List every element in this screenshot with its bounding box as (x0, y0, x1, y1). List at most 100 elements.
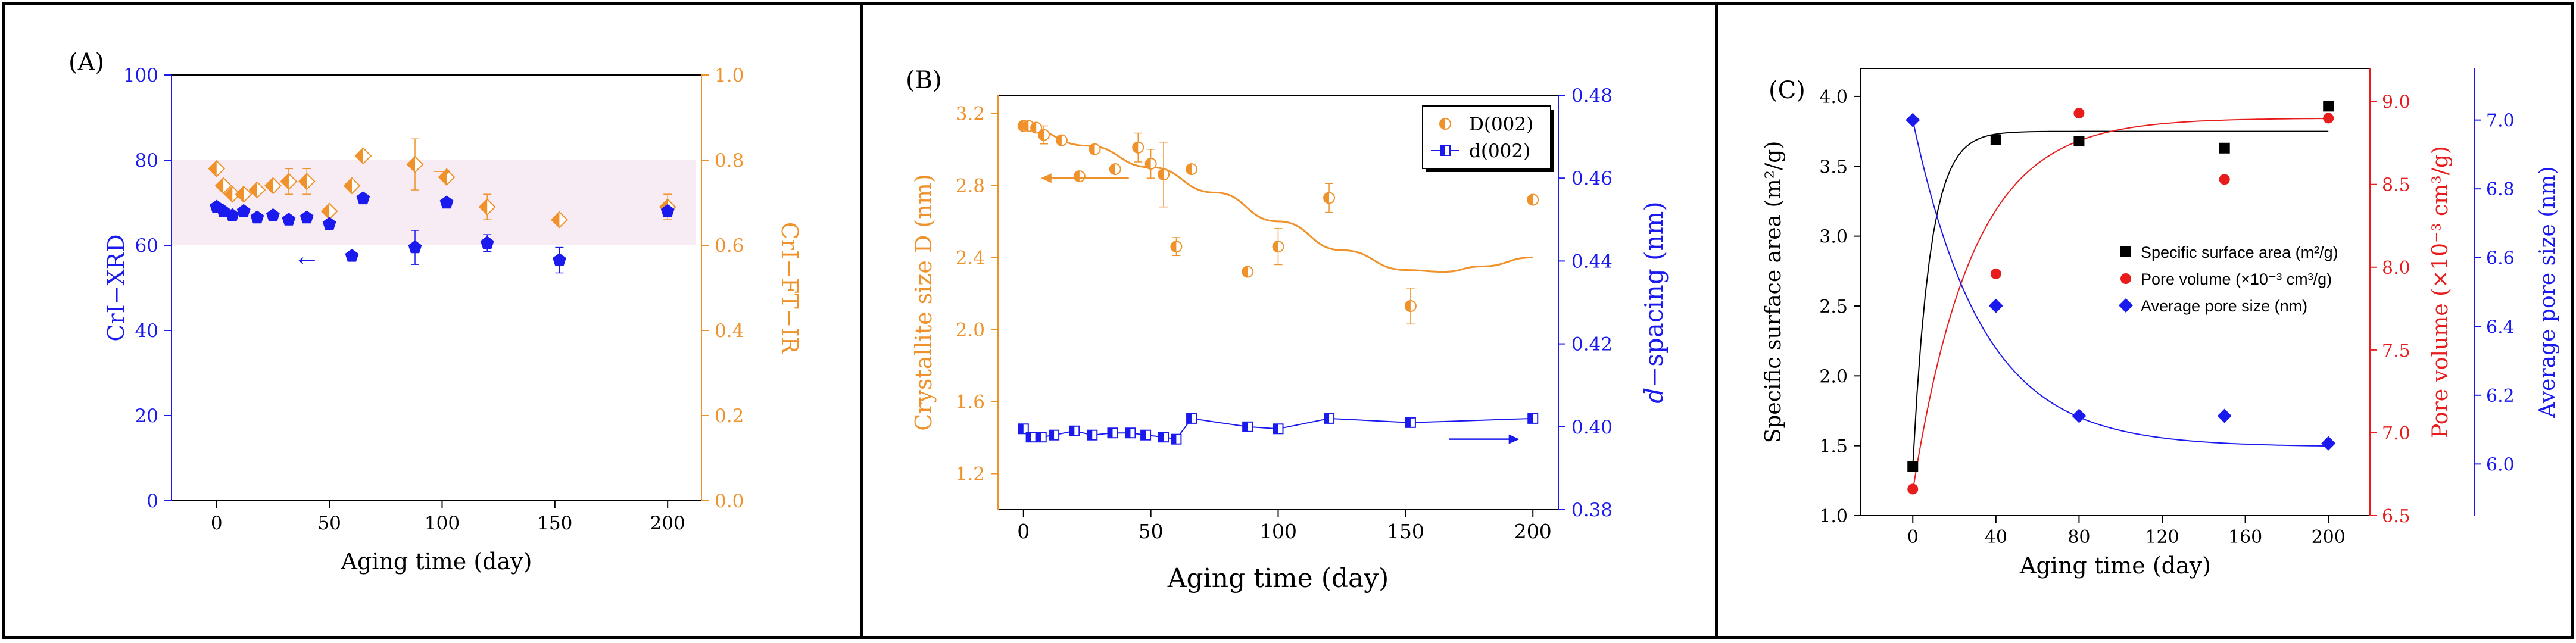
b-x-tick-label: 50 (1139, 520, 1164, 543)
a-ftir-point-fill (216, 177, 224, 193)
b-dspacing-point (1158, 432, 1170, 443)
a-ftir-point-fill (551, 212, 560, 228)
a-xrd-point (660, 204, 675, 217)
a-yr-tick-label: 0.6 (715, 235, 744, 257)
b-dspacing-point (1324, 413, 1335, 424)
c-yl-tick-label: 3.5 (1819, 157, 1848, 177)
b-dspacing-point-fill (1243, 422, 1248, 432)
a-ftir-point-fill (322, 203, 330, 219)
a-yl-tick-label: 80 (135, 150, 158, 171)
b-x-tick-label: 0 (1017, 520, 1030, 543)
a-ftir-point-fill (224, 186, 233, 202)
a-panel-label: (A) (68, 49, 104, 76)
c-yr-tick-label: 6.0 (2486, 454, 2515, 475)
b-right-arrow-head (1508, 434, 1520, 444)
a-right-axis-title: CrI−FT−IR (776, 222, 803, 355)
b-dspacing-point (1273, 423, 1284, 435)
b-dspacing-point-fill (1069, 426, 1075, 436)
b-crystallite-point (1089, 143, 1101, 155)
c-yr-tick-label: 6.4 (2486, 317, 2515, 338)
c-x-tick-label: 160 (2228, 527, 2262, 548)
c-x-tick-label: 40 (1985, 527, 2007, 548)
b-dspacing-point (1527, 413, 1539, 424)
a-ftir-point (478, 198, 496, 216)
a-xrd-point (266, 208, 280, 221)
a-x-tick-label: 200 (650, 513, 685, 534)
b-d-fit-curve (1023, 126, 1533, 273)
c-yl-tick-label: 1.5 (1819, 436, 1848, 457)
a-xrd-point (553, 253, 566, 266)
a-ftir-point (354, 147, 372, 165)
a-x-tick-label: 150 (537, 513, 572, 534)
b-left-axis-title: Crystallite size D (nm) (910, 174, 937, 430)
b-crystallite-point (1272, 241, 1284, 253)
c-yl-tick-label: 3.0 (1819, 227, 1848, 248)
b-dspacing-point-fill (1036, 432, 1041, 442)
b-crystallite-point (1037, 129, 1050, 141)
b-dspacing-point-fill (1528, 413, 1533, 423)
c-pore-volume-point (2323, 113, 2334, 124)
a-yl-tick-label: 20 (135, 405, 158, 427)
a-xrd-point (439, 195, 454, 209)
b-crystallite-point (1109, 163, 1121, 176)
a-ftir-point (264, 177, 282, 195)
b-crystallite-point (1030, 121, 1043, 134)
c-left-axis-title: Specific surface area (m²/g) (1761, 141, 1786, 444)
b-dspacing-point-fill (1108, 428, 1113, 438)
b-panel-label: (B) (906, 67, 942, 94)
a-xrd-point (322, 217, 336, 230)
a-yr-tick-label: 1.0 (715, 65, 744, 86)
b-dspacing-point-fill (1171, 434, 1177, 444)
c-ym-tick-label: 8.5 (2382, 175, 2410, 196)
a-ftir-point-fill (479, 199, 488, 215)
a-left-arrow: ← (293, 241, 320, 271)
b-crystallite-point-fill (1109, 164, 1115, 175)
b-crystallite-point-fill (1405, 301, 1411, 312)
c-legend-marker-surface (2120, 246, 2131, 257)
b-crystallite-point-fill (1089, 143, 1095, 155)
c-surface-point (2073, 136, 2085, 147)
a-x-tick-label: 100 (425, 513, 460, 534)
a-ftir-point-fill (355, 148, 363, 164)
b-crystallite-point (1323, 192, 1336, 204)
b-legend-marker-D (1439, 118, 1451, 130)
b-right-axis-title-rest: −spacing (nm) (1639, 201, 1669, 388)
c-yl-tick-label: 1.0 (1819, 506, 1848, 527)
b-dspacing-point-fill (1273, 424, 1278, 434)
panel-b: 0 50 100 150 200 1.2 1.6 2.0 2.4 2.8 3.2 0.38 0.40 0.… (860, 2, 1718, 639)
a-xrd-point (250, 210, 264, 224)
b-crystallite-point (1158, 168, 1170, 181)
a-ftir-point (280, 173, 298, 191)
c-surface-point (2323, 101, 2334, 112)
b-crystallite-point-fill (1242, 266, 1248, 277)
c-pore-size-fit-curve (1912, 120, 2329, 447)
b-yl-tick-label: 1.2 (956, 463, 985, 485)
b-crystallite-point (1132, 141, 1144, 154)
a-xrd-point (408, 240, 422, 254)
c-yr-tick-label: 7.0 (2486, 111, 2515, 132)
b-yr-tick-label: 0.46 (1571, 168, 1613, 189)
b-yr-tick-label: 0.42 (1571, 334, 1613, 355)
a-left-axis-title: CrI−XRD (103, 234, 129, 341)
b-dspacing-point-fill (1187, 413, 1192, 423)
b-yr-tick-label: 0.44 (1571, 251, 1613, 272)
b-crystallite-point (1073, 170, 1086, 183)
c-legend-marker-pore-size (2119, 298, 2133, 313)
a-yr-tick-label: 0.0 (715, 491, 744, 512)
c-pore-volume-point (2219, 174, 2230, 185)
c-legend-label-pore-volume: Pore volume (×10⁻³ cm³/g) (2141, 270, 2332, 288)
a-xrd-point (282, 213, 296, 226)
a-ftir-point-fill (208, 161, 217, 177)
b-yl-tick-label: 2.8 (956, 175, 985, 196)
a-x-tick-label: 0 (211, 513, 223, 534)
b-crystallite-point-fill (1018, 120, 1024, 132)
a-xrd-point (356, 191, 370, 205)
a-xrd-point (300, 210, 314, 224)
b-crystallite-point (1055, 134, 1068, 146)
a-yr-tick-label: 0.4 (715, 320, 744, 342)
a-ftir-point (223, 185, 241, 203)
a-ftir-point (438, 168, 456, 186)
b-legend-marker-D-fill (1440, 118, 1445, 129)
b-dspacing-point-fill (1405, 417, 1411, 427)
b-x-tick-label: 200 (1514, 520, 1552, 543)
